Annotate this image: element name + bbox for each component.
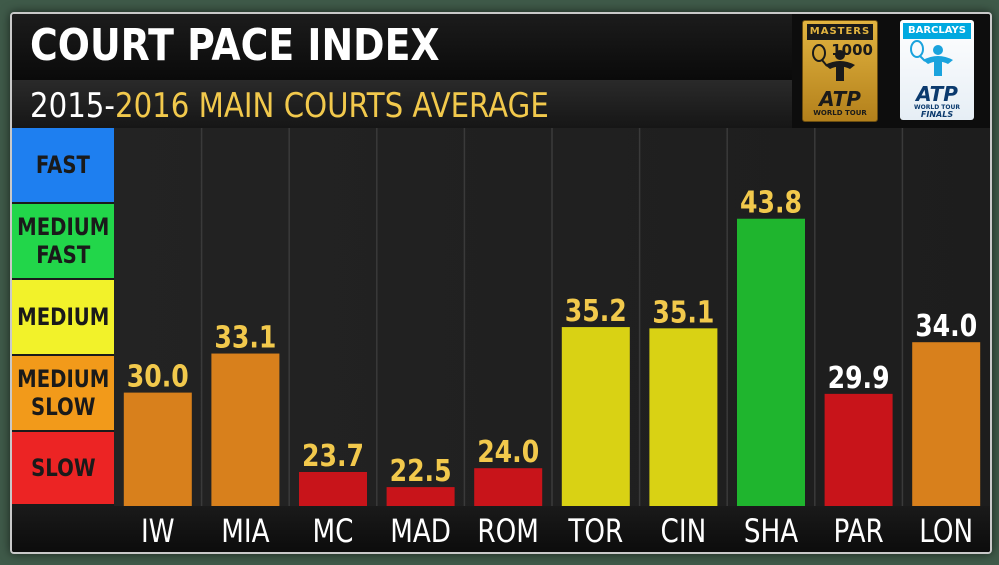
chart-frame: COURT PACE INDEX 2015-2016 MAIN COURTS A… <box>10 12 992 554</box>
value-label-mad: 22.5 <box>390 454 452 489</box>
x-tick-tor: TOR <box>567 512 623 549</box>
value-label-par: 29.9 <box>828 361 890 396</box>
legend-fast: FAST <box>12 128 114 204</box>
x-tick-par: PAR <box>833 512 883 549</box>
x-tick-mc: MC <box>313 512 354 549</box>
value-label-sha: 43.8 <box>740 186 802 221</box>
bar-mc <box>299 471 367 506</box>
chart-title: COURT PACE INDEX <box>30 20 440 71</box>
atp-finals-logo: BARCLAYS ATP WORLD TOUR FINALS <box>900 20 974 120</box>
legend-slow: SLOW <box>12 432 114 506</box>
value-label-tor: 35.2 <box>565 294 627 329</box>
value-label-cin: 35.1 <box>652 295 714 330</box>
bar-mia <box>211 353 280 506</box>
logo-area: MASTERS 1000 ATP WORLD TOUR BARCLAYS ATP <box>792 14 990 128</box>
x-tick-lon: LON <box>919 512 973 549</box>
title-band: COURT PACE INDEX <box>12 14 792 80</box>
value-label-iw: 30.0 <box>127 360 189 395</box>
x-axis-labels: IW MIA MC MAD ROM TOR CIN SHA PAR LON <box>141 512 973 549</box>
legend-medium-slow-label: MEDIUM SLOW <box>16 365 110 421</box>
bar-mad <box>386 487 455 506</box>
bar-rom <box>474 468 543 506</box>
subtitle-band: 2015-2016 MAIN COURTS AVERAGE <box>12 80 792 128</box>
finals-logo-brand: ATP <box>916 82 958 106</box>
x-tick-cin: CIN <box>661 512 707 549</box>
x-tick-mia: MIA <box>221 512 269 549</box>
masters-1000-logo: MASTERS 1000 ATP WORLD TOUR <box>802 20 878 122</box>
bar-lon <box>912 342 981 506</box>
value-label-rom: 24.0 <box>477 435 539 470</box>
legend-medium: MEDIUM <box>12 280 114 356</box>
x-axis-band: IW MIA MC MAD ROM TOR CIN SHA PAR LON <box>12 506 990 552</box>
legend-medium-slow: MEDIUM SLOW <box>12 356 114 432</box>
masters-logo-brand: ATP <box>819 87 861 111</box>
chart-subtitle: 2015-2016 MAIN COURTS AVERAGE <box>30 86 549 126</box>
legend-medium-fast: MEDIUM FAST <box>12 204 114 280</box>
legend-medium-label: MEDIUM <box>16 303 110 331</box>
bar-tor <box>561 327 630 506</box>
masters-logo-tour: WORLD TOUR <box>813 109 867 117</box>
masters-logo-label: MASTERS <box>807 24 873 40</box>
x-tick-rom: ROM <box>477 512 539 549</box>
pace-legend: FAST MEDIUM FAST MEDIUM MEDIUM SLOW SLOW <box>12 128 114 506</box>
value-label-lon: 34.0 <box>915 309 977 344</box>
value-label-mia: 33.1 <box>214 321 276 356</box>
finals-logo-sponsor: BARCLAYS <box>903 23 971 39</box>
tennis-player-icon <box>812 44 855 81</box>
x-tick-iw: IW <box>141 512 175 549</box>
legend-slow-label: SLOW <box>30 454 96 482</box>
finals-logo-tour: WORLD TOUR <box>914 104 960 111</box>
finals-logo-event: FINALS <box>920 110 954 119</box>
tennis-player-icon <box>910 40 953 76</box>
bar-par <box>824 393 893 506</box>
bar-sha <box>737 218 805 506</box>
subtitle-rest: 2016 MAIN COURTS AVERAGE <box>114 86 549 126</box>
bar-cin <box>649 328 718 506</box>
plot-area: 30.0 33.1 23.7 22.5 24.0 35.2 35.1 43.8 29.9 34.0 <box>114 128 990 506</box>
bar-iw <box>123 392 192 506</box>
x-tick-sha: SHA <box>744 512 798 549</box>
legend-fast-label: FAST <box>35 151 91 179</box>
x-tick-mad: MAD <box>390 512 451 549</box>
bar-chart: 30.0 33.1 23.7 22.5 24.0 35.2 35.1 43.8 29.9 34.0 <box>123 128 981 506</box>
subtitle-year-start: 2015- <box>30 86 115 126</box>
legend-medium-fast-label: MEDIUM FAST <box>16 213 110 269</box>
value-label-mc: 23.7 <box>302 439 364 474</box>
